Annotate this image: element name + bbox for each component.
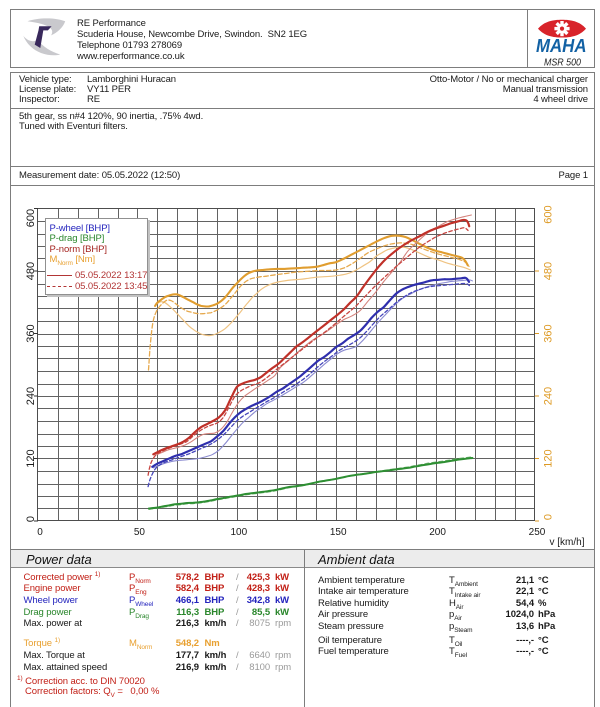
svg-text:MSR 500: MSR 500	[544, 57, 581, 69]
svg-text:100: 100	[230, 527, 247, 538]
svg-text:240: 240	[542, 387, 554, 405]
svg-text:0: 0	[25, 516, 37, 522]
svg-text:v [km/h]: v [km/h]	[550, 537, 585, 548]
svg-text:360: 360	[25, 324, 37, 342]
svg-text:480: 480	[25, 262, 37, 280]
svg-text:600: 600	[25, 209, 37, 227]
svg-text:120: 120	[542, 449, 554, 467]
svg-text:MAHA: MAHA	[536, 36, 587, 56]
svg-text:200: 200	[429, 527, 446, 538]
svg-text:50: 50	[134, 527, 146, 538]
svg-text:360: 360	[542, 324, 554, 342]
svg-text:150: 150	[330, 527, 347, 538]
svg-text:0: 0	[542, 514, 554, 520]
svg-text:600: 600	[542, 205, 554, 223]
svg-text:240: 240	[25, 387, 37, 405]
svg-text:250: 250	[529, 527, 546, 538]
svg-text:120: 120	[25, 449, 37, 467]
svg-text:480: 480	[542, 262, 554, 280]
svg-text:0: 0	[37, 527, 43, 538]
